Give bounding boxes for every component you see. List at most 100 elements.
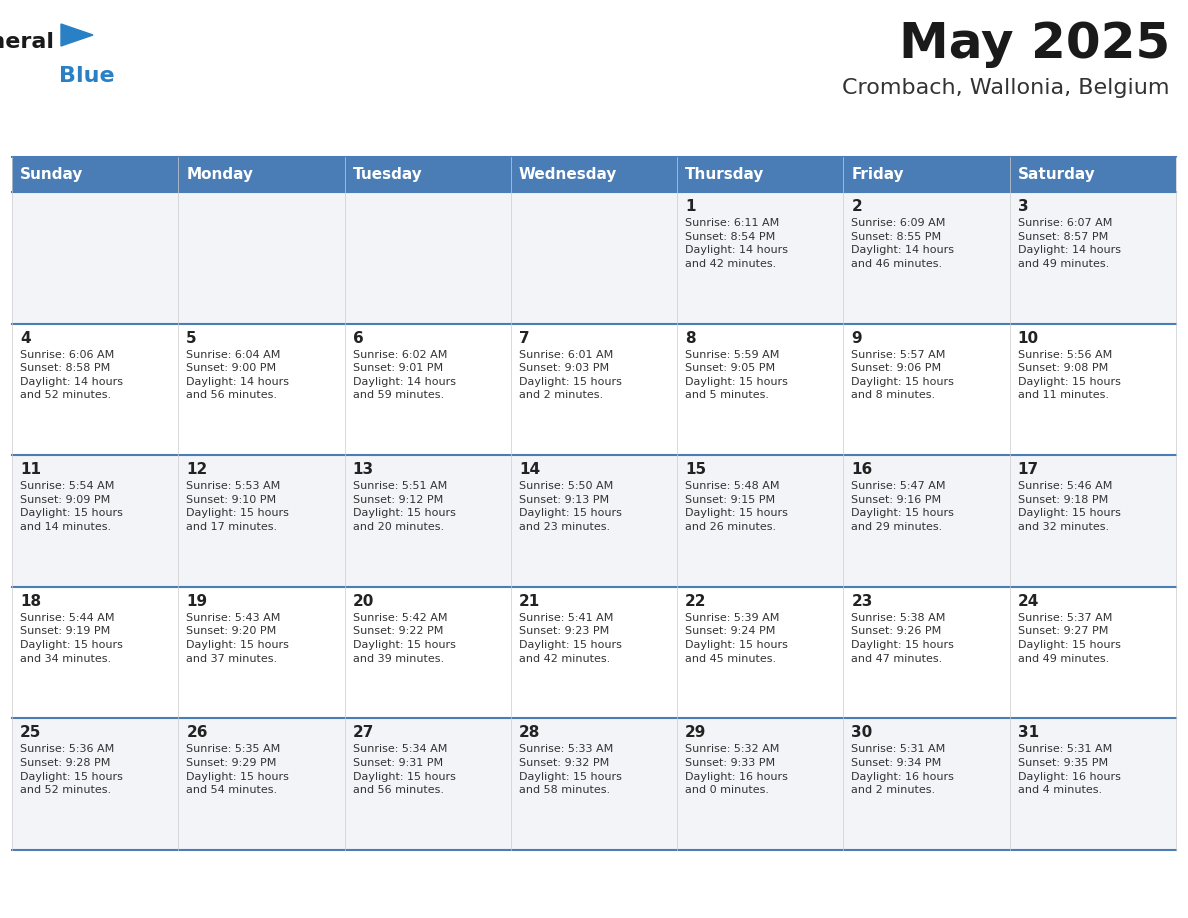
Text: Sunrise: 5:35 AM
Sunset: 9:29 PM
Daylight: 15 hours
and 54 minutes.: Sunrise: 5:35 AM Sunset: 9:29 PM Dayligh… xyxy=(187,744,289,795)
Bar xyxy=(345,324,511,455)
Text: Saturday: Saturday xyxy=(1018,167,1095,182)
Text: Sunrise: 5:54 AM
Sunset: 9:09 PM
Daylight: 15 hours
and 14 minutes.: Sunrise: 5:54 AM Sunset: 9:09 PM Dayligh… xyxy=(20,481,122,532)
Text: 5: 5 xyxy=(187,330,197,345)
Text: Sunrise: 5:44 AM
Sunset: 9:19 PM
Daylight: 15 hours
and 34 minutes.: Sunrise: 5:44 AM Sunset: 9:19 PM Dayligh… xyxy=(20,613,122,664)
Bar xyxy=(511,324,677,455)
Text: Sunrise: 6:11 AM
Sunset: 8:54 PM
Daylight: 14 hours
and 42 minutes.: Sunrise: 6:11 AM Sunset: 8:54 PM Dayligh… xyxy=(685,218,788,269)
Text: 15: 15 xyxy=(685,462,707,477)
Text: 23: 23 xyxy=(852,594,873,609)
Text: 25: 25 xyxy=(20,725,42,741)
Bar xyxy=(511,157,677,192)
Bar xyxy=(12,455,178,587)
Bar xyxy=(12,587,178,719)
Bar xyxy=(178,324,345,455)
Bar xyxy=(843,455,1010,587)
Bar xyxy=(12,157,178,192)
Text: Sunrise: 5:34 AM
Sunset: 9:31 PM
Daylight: 15 hours
and 56 minutes.: Sunrise: 5:34 AM Sunset: 9:31 PM Dayligh… xyxy=(353,744,455,795)
Text: 21: 21 xyxy=(519,594,541,609)
Text: 2: 2 xyxy=(852,199,862,214)
Text: Sunrise: 5:33 AM
Sunset: 9:32 PM
Daylight: 15 hours
and 58 minutes.: Sunrise: 5:33 AM Sunset: 9:32 PM Dayligh… xyxy=(519,744,621,795)
Text: Sunrise: 6:06 AM
Sunset: 8:58 PM
Daylight: 14 hours
and 52 minutes.: Sunrise: 6:06 AM Sunset: 8:58 PM Dayligh… xyxy=(20,350,124,400)
Bar xyxy=(843,719,1010,850)
Text: Sunrise: 6:07 AM
Sunset: 8:57 PM
Daylight: 14 hours
and 49 minutes.: Sunrise: 6:07 AM Sunset: 8:57 PM Dayligh… xyxy=(1018,218,1120,269)
Text: 13: 13 xyxy=(353,462,374,477)
Text: 26: 26 xyxy=(187,725,208,741)
Bar xyxy=(1010,719,1176,850)
Text: Wednesday: Wednesday xyxy=(519,167,618,182)
Text: Sunrise: 5:36 AM
Sunset: 9:28 PM
Daylight: 15 hours
and 52 minutes.: Sunrise: 5:36 AM Sunset: 9:28 PM Dayligh… xyxy=(20,744,122,795)
Bar xyxy=(1010,324,1176,455)
Bar xyxy=(345,719,511,850)
Bar xyxy=(345,157,511,192)
Text: Sunday: Sunday xyxy=(20,167,83,182)
Bar xyxy=(12,324,178,455)
Text: 18: 18 xyxy=(20,594,42,609)
Text: Sunrise: 5:53 AM
Sunset: 9:10 PM
Daylight: 15 hours
and 17 minutes.: Sunrise: 5:53 AM Sunset: 9:10 PM Dayligh… xyxy=(187,481,289,532)
Bar xyxy=(843,324,1010,455)
Text: 19: 19 xyxy=(187,594,208,609)
Bar xyxy=(178,719,345,850)
Bar xyxy=(178,157,345,192)
Text: Sunrise: 6:01 AM
Sunset: 9:03 PM
Daylight: 15 hours
and 2 minutes.: Sunrise: 6:01 AM Sunset: 9:03 PM Dayligh… xyxy=(519,350,621,400)
Bar xyxy=(12,719,178,850)
Bar xyxy=(178,587,345,719)
Bar xyxy=(677,587,843,719)
Bar xyxy=(677,157,843,192)
Text: 12: 12 xyxy=(187,462,208,477)
Bar xyxy=(677,719,843,850)
Bar xyxy=(345,192,511,324)
Text: Sunrise: 5:50 AM
Sunset: 9:13 PM
Daylight: 15 hours
and 23 minutes.: Sunrise: 5:50 AM Sunset: 9:13 PM Dayligh… xyxy=(519,481,621,532)
Text: Sunrise: 5:37 AM
Sunset: 9:27 PM
Daylight: 15 hours
and 49 minutes.: Sunrise: 5:37 AM Sunset: 9:27 PM Dayligh… xyxy=(1018,613,1120,664)
Text: Sunrise: 5:57 AM
Sunset: 9:06 PM
Daylight: 15 hours
and 8 minutes.: Sunrise: 5:57 AM Sunset: 9:06 PM Dayligh… xyxy=(852,350,954,400)
Bar xyxy=(677,324,843,455)
Bar xyxy=(843,157,1010,192)
Text: 17: 17 xyxy=(1018,462,1038,477)
Text: 28: 28 xyxy=(519,725,541,741)
Text: 29: 29 xyxy=(685,725,707,741)
Text: Tuesday: Tuesday xyxy=(353,167,422,182)
Text: 31: 31 xyxy=(1018,725,1038,741)
Text: 8: 8 xyxy=(685,330,696,345)
Text: 27: 27 xyxy=(353,725,374,741)
Bar xyxy=(12,192,178,324)
Text: May 2025: May 2025 xyxy=(899,20,1170,68)
Text: Sunrise: 5:46 AM
Sunset: 9:18 PM
Daylight: 15 hours
and 32 minutes.: Sunrise: 5:46 AM Sunset: 9:18 PM Dayligh… xyxy=(1018,481,1120,532)
Text: Friday: Friday xyxy=(852,167,904,182)
Text: General: General xyxy=(0,32,55,52)
Bar xyxy=(843,192,1010,324)
Text: 30: 30 xyxy=(852,725,873,741)
Text: Sunrise: 5:59 AM
Sunset: 9:05 PM
Daylight: 15 hours
and 5 minutes.: Sunrise: 5:59 AM Sunset: 9:05 PM Dayligh… xyxy=(685,350,788,400)
Bar xyxy=(511,192,677,324)
Text: Sunrise: 6:09 AM
Sunset: 8:55 PM
Daylight: 14 hours
and 46 minutes.: Sunrise: 6:09 AM Sunset: 8:55 PM Dayligh… xyxy=(852,218,954,269)
Bar xyxy=(843,587,1010,719)
Bar xyxy=(1010,455,1176,587)
Text: Sunrise: 5:41 AM
Sunset: 9:23 PM
Daylight: 15 hours
and 42 minutes.: Sunrise: 5:41 AM Sunset: 9:23 PM Dayligh… xyxy=(519,613,621,664)
Text: 16: 16 xyxy=(852,462,873,477)
Bar xyxy=(345,587,511,719)
Text: Sunrise: 5:56 AM
Sunset: 9:08 PM
Daylight: 15 hours
and 11 minutes.: Sunrise: 5:56 AM Sunset: 9:08 PM Dayligh… xyxy=(1018,350,1120,400)
Text: 10: 10 xyxy=(1018,330,1038,345)
Text: Sunrise: 5:32 AM
Sunset: 9:33 PM
Daylight: 16 hours
and 0 minutes.: Sunrise: 5:32 AM Sunset: 9:33 PM Dayligh… xyxy=(685,744,788,795)
Text: Sunrise: 5:31 AM
Sunset: 9:34 PM
Daylight: 16 hours
and 2 minutes.: Sunrise: 5:31 AM Sunset: 9:34 PM Dayligh… xyxy=(852,744,954,795)
Text: Sunrise: 5:42 AM
Sunset: 9:22 PM
Daylight: 15 hours
and 39 minutes.: Sunrise: 5:42 AM Sunset: 9:22 PM Dayligh… xyxy=(353,613,455,664)
Bar xyxy=(677,192,843,324)
Bar xyxy=(677,455,843,587)
Text: Monday: Monday xyxy=(187,167,253,182)
Text: Sunrise: 5:38 AM
Sunset: 9:26 PM
Daylight: 15 hours
and 47 minutes.: Sunrise: 5:38 AM Sunset: 9:26 PM Dayligh… xyxy=(852,613,954,664)
Bar xyxy=(1010,587,1176,719)
Text: Sunrise: 5:39 AM
Sunset: 9:24 PM
Daylight: 15 hours
and 45 minutes.: Sunrise: 5:39 AM Sunset: 9:24 PM Dayligh… xyxy=(685,613,788,664)
Bar xyxy=(511,587,677,719)
Text: 11: 11 xyxy=(20,462,42,477)
Text: Sunrise: 5:43 AM
Sunset: 9:20 PM
Daylight: 15 hours
and 37 minutes.: Sunrise: 5:43 AM Sunset: 9:20 PM Dayligh… xyxy=(187,613,289,664)
Text: 7: 7 xyxy=(519,330,530,345)
Bar xyxy=(178,192,345,324)
Text: 14: 14 xyxy=(519,462,541,477)
Text: 9: 9 xyxy=(852,330,862,345)
Bar xyxy=(345,455,511,587)
Bar xyxy=(178,455,345,587)
Text: 1: 1 xyxy=(685,199,696,214)
Text: Crombach, Wallonia, Belgium: Crombach, Wallonia, Belgium xyxy=(842,78,1170,98)
Text: 22: 22 xyxy=(685,594,707,609)
Text: Sunrise: 6:02 AM
Sunset: 9:01 PM
Daylight: 14 hours
and 59 minutes.: Sunrise: 6:02 AM Sunset: 9:01 PM Dayligh… xyxy=(353,350,455,400)
Text: 4: 4 xyxy=(20,330,31,345)
